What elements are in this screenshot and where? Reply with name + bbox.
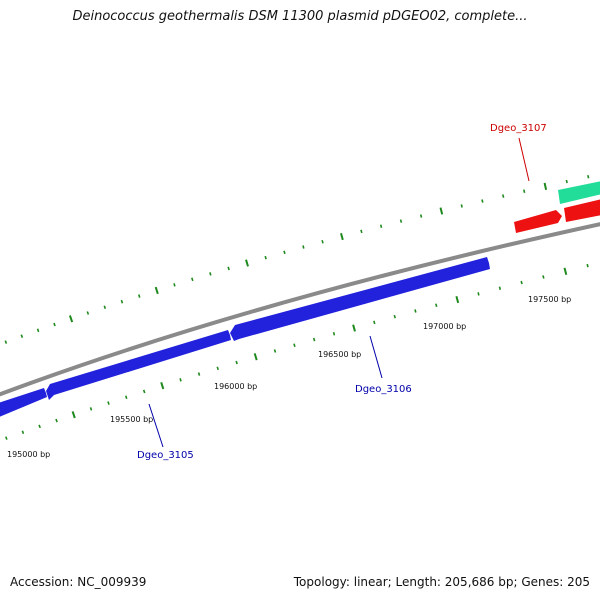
- minor-tick: [125, 395, 128, 400]
- position-label: 196500 bp: [318, 350, 361, 359]
- tick-track-inner: [5, 263, 589, 440]
- minor-tick: [179, 378, 182, 382]
- minor-tick: [283, 250, 286, 255]
- major-tick: [543, 182, 548, 191]
- minor-tick: [20, 334, 24, 338]
- minor-tick: [520, 280, 523, 285]
- minor-tick: [273, 349, 277, 353]
- minor-tick: [477, 292, 480, 296]
- major-tick: [439, 207, 444, 215]
- minor-tick: [138, 294, 141, 298]
- gene-label-dgeo-3107[interactable]: Dgeo_3107: [490, 123, 547, 134]
- gene-label-line-dgeo-3106: [369, 335, 383, 379]
- minor-tick: [264, 255, 267, 260]
- minor-tick: [5, 436, 8, 440]
- major-tick: [455, 295, 460, 304]
- minor-tick: [197, 372, 201, 376]
- minor-tick: [293, 343, 296, 348]
- minor-tick: [586, 263, 589, 268]
- minor-tick: [312, 337, 316, 342]
- sequence-backbone: [0, 222, 600, 397]
- major-tick: [245, 259, 249, 267]
- gene-label-line-dgeo-3105: [148, 403, 164, 448]
- gene-arrow-dgeo-3106[interactable]: [230, 257, 490, 341]
- accession-text: Accession: NC_009939: [10, 575, 147, 589]
- gene-dgeo-3105-region: [0, 330, 231, 417]
- minor-tick: [21, 430, 25, 435]
- gene-arrow-dgeo-3108[interactable]: [564, 199, 600, 222]
- minor-tick: [53, 322, 56, 327]
- minor-tick: [435, 303, 438, 308]
- minor-tick: [86, 311, 90, 315]
- minor-tick: [332, 332, 336, 336]
- minor-tick: [209, 272, 212, 276]
- minor-tick: [191, 277, 194, 282]
- minor-tick: [399, 219, 403, 223]
- gene-label-line-dgeo-3107: [518, 137, 530, 182]
- position-label: 197000 bp: [423, 322, 466, 331]
- major-tick: [563, 267, 568, 275]
- major-tick: [68, 315, 74, 323]
- minor-tick: [373, 320, 376, 325]
- gene-label-dgeo-3106[interactable]: Dgeo_3106: [355, 384, 412, 395]
- position-label: 196000 bp: [214, 382, 257, 391]
- minor-tick: [414, 309, 417, 313]
- minor-tick: [321, 239, 324, 244]
- major-tick: [253, 353, 258, 361]
- minor-tick: [38, 424, 41, 429]
- minor-tick: [107, 401, 110, 405]
- minor-tick: [89, 407, 93, 411]
- minor-tick: [379, 224, 383, 228]
- minor-tick: [460, 204, 463, 208]
- position-label: 195000 bp: [7, 450, 50, 459]
- minor-tick: [587, 175, 590, 179]
- minor-tick: [103, 305, 107, 310]
- major-tick: [71, 411, 76, 419]
- major-tick: [160, 382, 165, 390]
- position-label: 197500 bp: [528, 295, 571, 304]
- map-title: Deinococcus geothermalis DSM 11300 plasm…: [72, 9, 528, 24]
- minor-tick: [498, 286, 502, 290]
- minor-tick: [142, 389, 146, 394]
- gene-arrow-dgeo-3108-green[interactable]: [558, 181, 600, 204]
- minor-tick: [419, 214, 423, 218]
- minor-tick: [235, 360, 238, 365]
- minor-tick: [120, 299, 124, 304]
- minor-tick: [481, 199, 484, 203]
- minor-tick: [360, 229, 363, 234]
- minor-tick: [302, 245, 305, 249]
- gene-arrow-dgeo-3105[interactable]: [46, 330, 231, 400]
- gene-arrow-dgeo-3104[interactable]: [0, 388, 47, 417]
- genome-summary-text: Topology: linear; Length: 205,686 bp; Ge…: [293, 575, 590, 589]
- major-tick: [340, 232, 344, 241]
- minor-tick: [542, 275, 545, 279]
- major-tick: [154, 286, 159, 295]
- minor-tick: [4, 340, 8, 344]
- minor-tick: [36, 328, 40, 333]
- minor-tick: [523, 189, 526, 193]
- major-tick: [352, 324, 356, 332]
- minor-tick: [393, 314, 396, 319]
- minor-tick: [55, 418, 58, 423]
- minor-tick: [227, 266, 230, 271]
- minor-tick: [502, 194, 505, 198]
- gene-label-dgeo-3105[interactable]: Dgeo_3105: [137, 450, 194, 461]
- position-label: 195500 bp: [110, 415, 153, 424]
- minor-tick: [216, 366, 219, 371]
- gene-arrow-dgeo-3107[interactable]: [514, 210, 562, 233]
- minor-tick: [565, 179, 568, 184]
- minor-tick: [173, 283, 176, 287]
- tick-track-outer: [4, 175, 590, 344]
